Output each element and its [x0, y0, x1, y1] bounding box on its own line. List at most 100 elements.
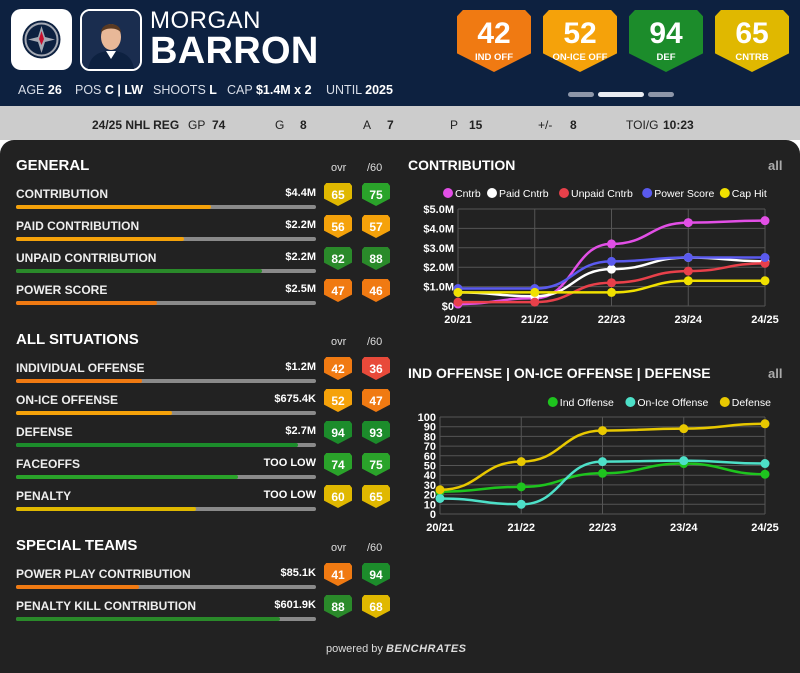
contract-until-info: UNTIL 2025	[326, 83, 393, 97]
data-point[interactable]	[607, 287, 616, 297]
data-point[interactable]	[683, 253, 693, 262]
metric-row[interactable]: POWER PLAY CONTRIBUTION $85.1K	[16, 567, 316, 589]
data-point[interactable]	[683, 218, 693, 228]
goals-value: 8	[300, 118, 307, 132]
legend-marker	[625, 397, 636, 407]
per60-column-header: /60	[367, 336, 383, 348]
gp-label: GP	[188, 118, 206, 132]
y-tick-label: 60	[424, 451, 436, 463]
metric-name: UNPAID CONTRIBUTION	[16, 251, 157, 265]
data-point[interactable]	[435, 485, 445, 495]
data-point[interactable]	[760, 459, 770, 469]
data-point[interactable]	[760, 276, 770, 286]
data-point[interactable]	[607, 264, 616, 274]
legend-label[interactable]: Cntrb	[455, 188, 481, 200]
data-point[interactable]	[607, 239, 616, 249]
legend-label[interactable]: On-Ice Offense	[637, 397, 708, 409]
rating-badge-value: 52	[563, 17, 597, 50]
carousel-dot[interactable]	[648, 92, 674, 97]
data-point[interactable]	[760, 469, 770, 479]
metric-row[interactable]: ON-ICE OFFENSE $675.4K	[16, 393, 316, 415]
metric-row[interactable]: UNPAID CONTRIBUTION $2.2M	[16, 251, 316, 273]
metric-bar-fill	[16, 301, 157, 305]
metric-row[interactable]: PENALTY TOO LOW	[16, 489, 316, 511]
metric-row[interactable]: INDIVIDUAL OFFENSE $1.2M	[16, 361, 316, 383]
data-point[interactable]	[679, 456, 689, 466]
y-tick-label: $5.0M	[423, 204, 454, 216]
legend-label[interactable]: Ind Offense	[560, 397, 614, 409]
data-point[interactable]	[683, 276, 693, 286]
data-point[interactable]	[530, 287, 540, 297]
data-point[interactable]	[598, 457, 607, 467]
metric-value: TOO LOW	[263, 489, 316, 501]
data-point[interactable]	[598, 468, 607, 478]
data-point[interactable]	[679, 424, 689, 434]
metric-name: CONTRIBUTION	[16, 187, 108, 201]
y-tick-label: 50	[424, 461, 436, 473]
data-point[interactable]	[516, 482, 526, 492]
per60-rating-shield: 46	[362, 279, 390, 302]
offense-defense-all-toggle[interactable]: all	[768, 366, 783, 381]
metric-value: $2.5M	[285, 283, 316, 295]
y-tick-label: 30	[424, 480, 436, 492]
metric-value: $675.4K	[274, 393, 316, 405]
data-point[interactable]	[435, 493, 445, 503]
data-point[interactable]	[453, 297, 463, 307]
data-point[interactable]	[598, 426, 607, 436]
assists-label: A	[363, 118, 372, 132]
metric-row[interactable]: CONTRIBUTION $4.4M	[16, 187, 316, 209]
data-point[interactable]	[516, 457, 526, 467]
legend-marker	[719, 397, 730, 407]
metric-value: $2.2M	[285, 251, 316, 263]
data-point[interactable]	[607, 256, 616, 266]
x-tick-label: 24/25	[751, 314, 779, 326]
y-tick-label: 80	[424, 431, 436, 443]
metric-name: FACEOFFS	[16, 457, 81, 471]
data-point[interactable]	[760, 216, 770, 226]
data-point[interactable]	[683, 266, 693, 276]
legend-label[interactable]: Cap Hit	[732, 188, 767, 200]
position-info: POS C | LW	[75, 83, 144, 97]
metric-bar-track	[16, 507, 316, 511]
metric-bar-fill	[16, 205, 211, 209]
metric-row[interactable]: DEFENSE $2.7M	[16, 425, 316, 447]
shoots-info: SHOOTS L	[153, 83, 217, 97]
data-point[interactable]	[530, 297, 540, 307]
per60-rating-shield: 68	[362, 595, 390, 618]
legend-label[interactable]: Paid Cntrb	[499, 188, 549, 200]
benchrates-brand[interactable]: BENCHRATES	[385, 643, 467, 655]
y-tick-label: $3.0M	[423, 243, 454, 255]
ovr-rating-shield: 56	[324, 215, 352, 238]
legend-label[interactable]: Unpaid Cntrb	[571, 188, 633, 200]
metric-row[interactable]: FACEOFFS TOO LOW	[16, 457, 316, 479]
rating-badge-label: DEF	[656, 52, 676, 63]
ovr-rating-shield: 52	[324, 389, 352, 412]
contribution-all-toggle[interactable]: all	[768, 158, 783, 173]
metric-value: $1.2M	[285, 361, 316, 373]
metric-bar-fill	[16, 379, 142, 383]
per60-rating-shield: 94	[362, 563, 390, 586]
per60-rating-shield: 93	[362, 421, 390, 444]
metric-row[interactable]: PAID CONTRIBUTION $2.2M	[16, 219, 316, 241]
powered-by-text: powered by	[326, 643, 383, 655]
player-first-name: MORGAN	[150, 7, 261, 34]
data-point[interactable]	[607, 278, 616, 288]
data-point[interactable]	[516, 499, 526, 509]
data-point[interactable]	[760, 253, 770, 262]
metric-value: $2.7M	[285, 425, 316, 437]
data-point[interactable]	[760, 419, 770, 429]
legend-marker	[719, 188, 730, 198]
y-tick-label: 20	[424, 490, 436, 502]
ovr-rating-shield: 41	[324, 563, 352, 586]
rating-badge-value: 65	[735, 17, 769, 50]
y-tick-label: 90	[424, 422, 436, 434]
metric-row[interactable]: POWER SCORE $2.5M	[16, 283, 316, 305]
legend-label[interactable]: Power Score	[654, 188, 714, 200]
x-tick-label: 22/23	[589, 522, 617, 534]
data-point[interactable]	[453, 287, 463, 297]
carousel-dot[interactable]	[568, 92, 594, 97]
carousel-dot-active[interactable]	[598, 92, 644, 97]
section-title-all-situations: ALL SITUATIONS	[16, 331, 139, 348]
legend-label[interactable]: Defense	[732, 397, 771, 409]
metric-row[interactable]: PENALTY KILL CONTRIBUTION $601.9K	[16, 599, 316, 621]
